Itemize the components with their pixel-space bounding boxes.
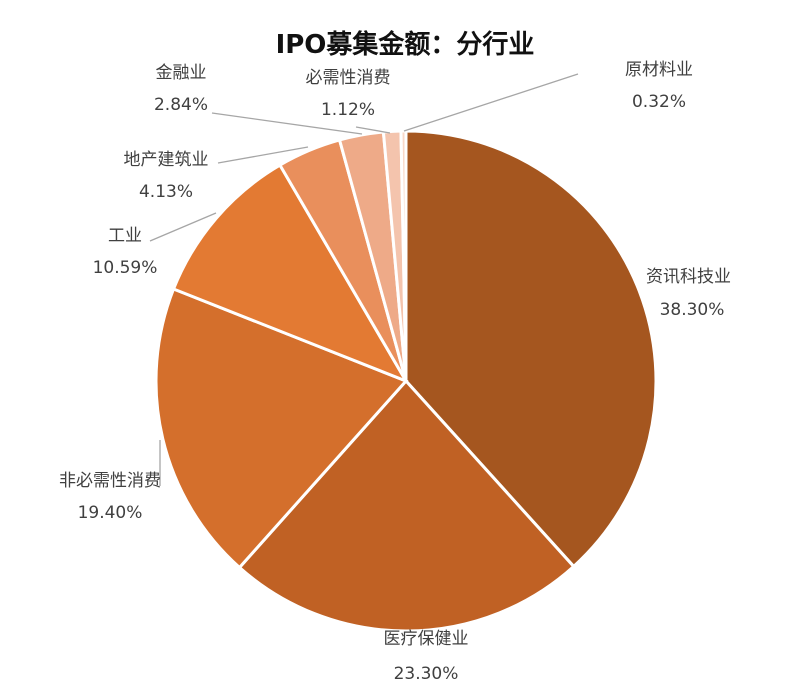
slice-label-value: 38.30% xyxy=(660,300,725,320)
slice-label-value: 10.59% xyxy=(93,258,158,278)
data-labels: 资讯科技业 38.30% 医疗保健业 23.30% 非必需性消费 19.40% 工业 10.5… xyxy=(59,60,731,684)
slice-label-value: 1.12% xyxy=(321,100,375,120)
pie-slice xyxy=(171,163,410,384)
chart-title: IPO募集金额：分行业 xyxy=(276,29,535,60)
leader-line xyxy=(211,112,363,135)
slice-label-value: 0.32% xyxy=(632,92,686,112)
slice-label-name: 金融业 xyxy=(156,63,207,83)
slice-label-name: 原材料业 xyxy=(625,60,693,80)
pie-slice xyxy=(404,129,658,569)
slice-label-value: 4.13% xyxy=(139,182,193,202)
slice-label-name: 工业 xyxy=(108,226,142,246)
slice-label-value: 2.84% xyxy=(154,95,208,115)
slice-label-name: 必需性消费 xyxy=(306,68,391,88)
leader-line xyxy=(355,126,391,134)
leader-line xyxy=(403,73,579,132)
slice-label-value: 19.40% xyxy=(78,503,143,523)
leader-line xyxy=(217,146,309,164)
slice-label-name: 医疗保健业 xyxy=(384,629,469,649)
pie-slice xyxy=(237,378,576,633)
leader-lines xyxy=(149,73,579,486)
leader-line xyxy=(149,212,217,242)
pie-slice xyxy=(154,287,409,570)
slice-label-name: 资讯科技业 xyxy=(646,267,731,287)
slice-label-name: 地产建筑业 xyxy=(124,150,209,170)
slice-label-name: 非必需性消费 xyxy=(59,471,161,491)
pie-slices xyxy=(154,129,658,633)
slice-label-value: 23.30% xyxy=(394,664,459,684)
